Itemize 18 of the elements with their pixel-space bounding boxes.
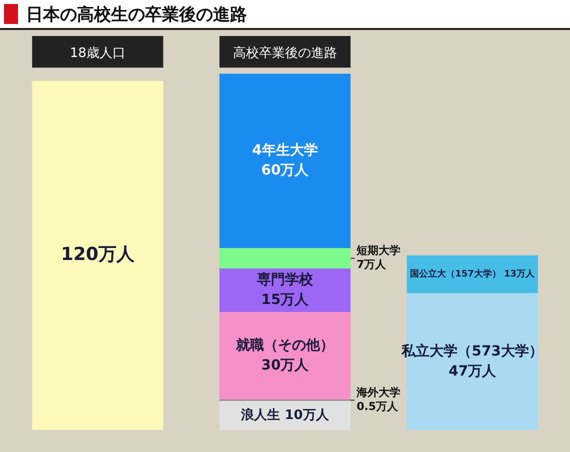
series-label: 私立大学（573大学） [400, 342, 543, 360]
x-tick-label: 高校卒業後の進路 [233, 45, 337, 62]
series-label: 専門学校 [256, 272, 314, 288]
data-label: 120万人 [60, 244, 136, 266]
data-label: 30万人 [261, 357, 310, 374]
data-label: 0.5万人 [356, 400, 400, 414]
series-label: 就職（その他） [235, 336, 334, 354]
data-label: 60万人 [261, 162, 310, 179]
text: 浪人生 10万人 [241, 408, 329, 423]
x-tick-label: 18歳人口 [70, 46, 126, 62]
data-label: 7万人 [356, 258, 388, 272]
chart-title: 日本の高校生の卒業後の進路 [26, 4, 247, 26]
text: 国公立大（157大学） 13万人 [410, 270, 535, 280]
series-label: 4年生大学 [252, 142, 318, 159]
data-label: 47万人 [448, 363, 498, 380]
series-label: 海外大学 [356, 386, 401, 400]
data-label: 15万人 [261, 292, 310, 308]
series-label: 短期大学 [356, 244, 401, 258]
